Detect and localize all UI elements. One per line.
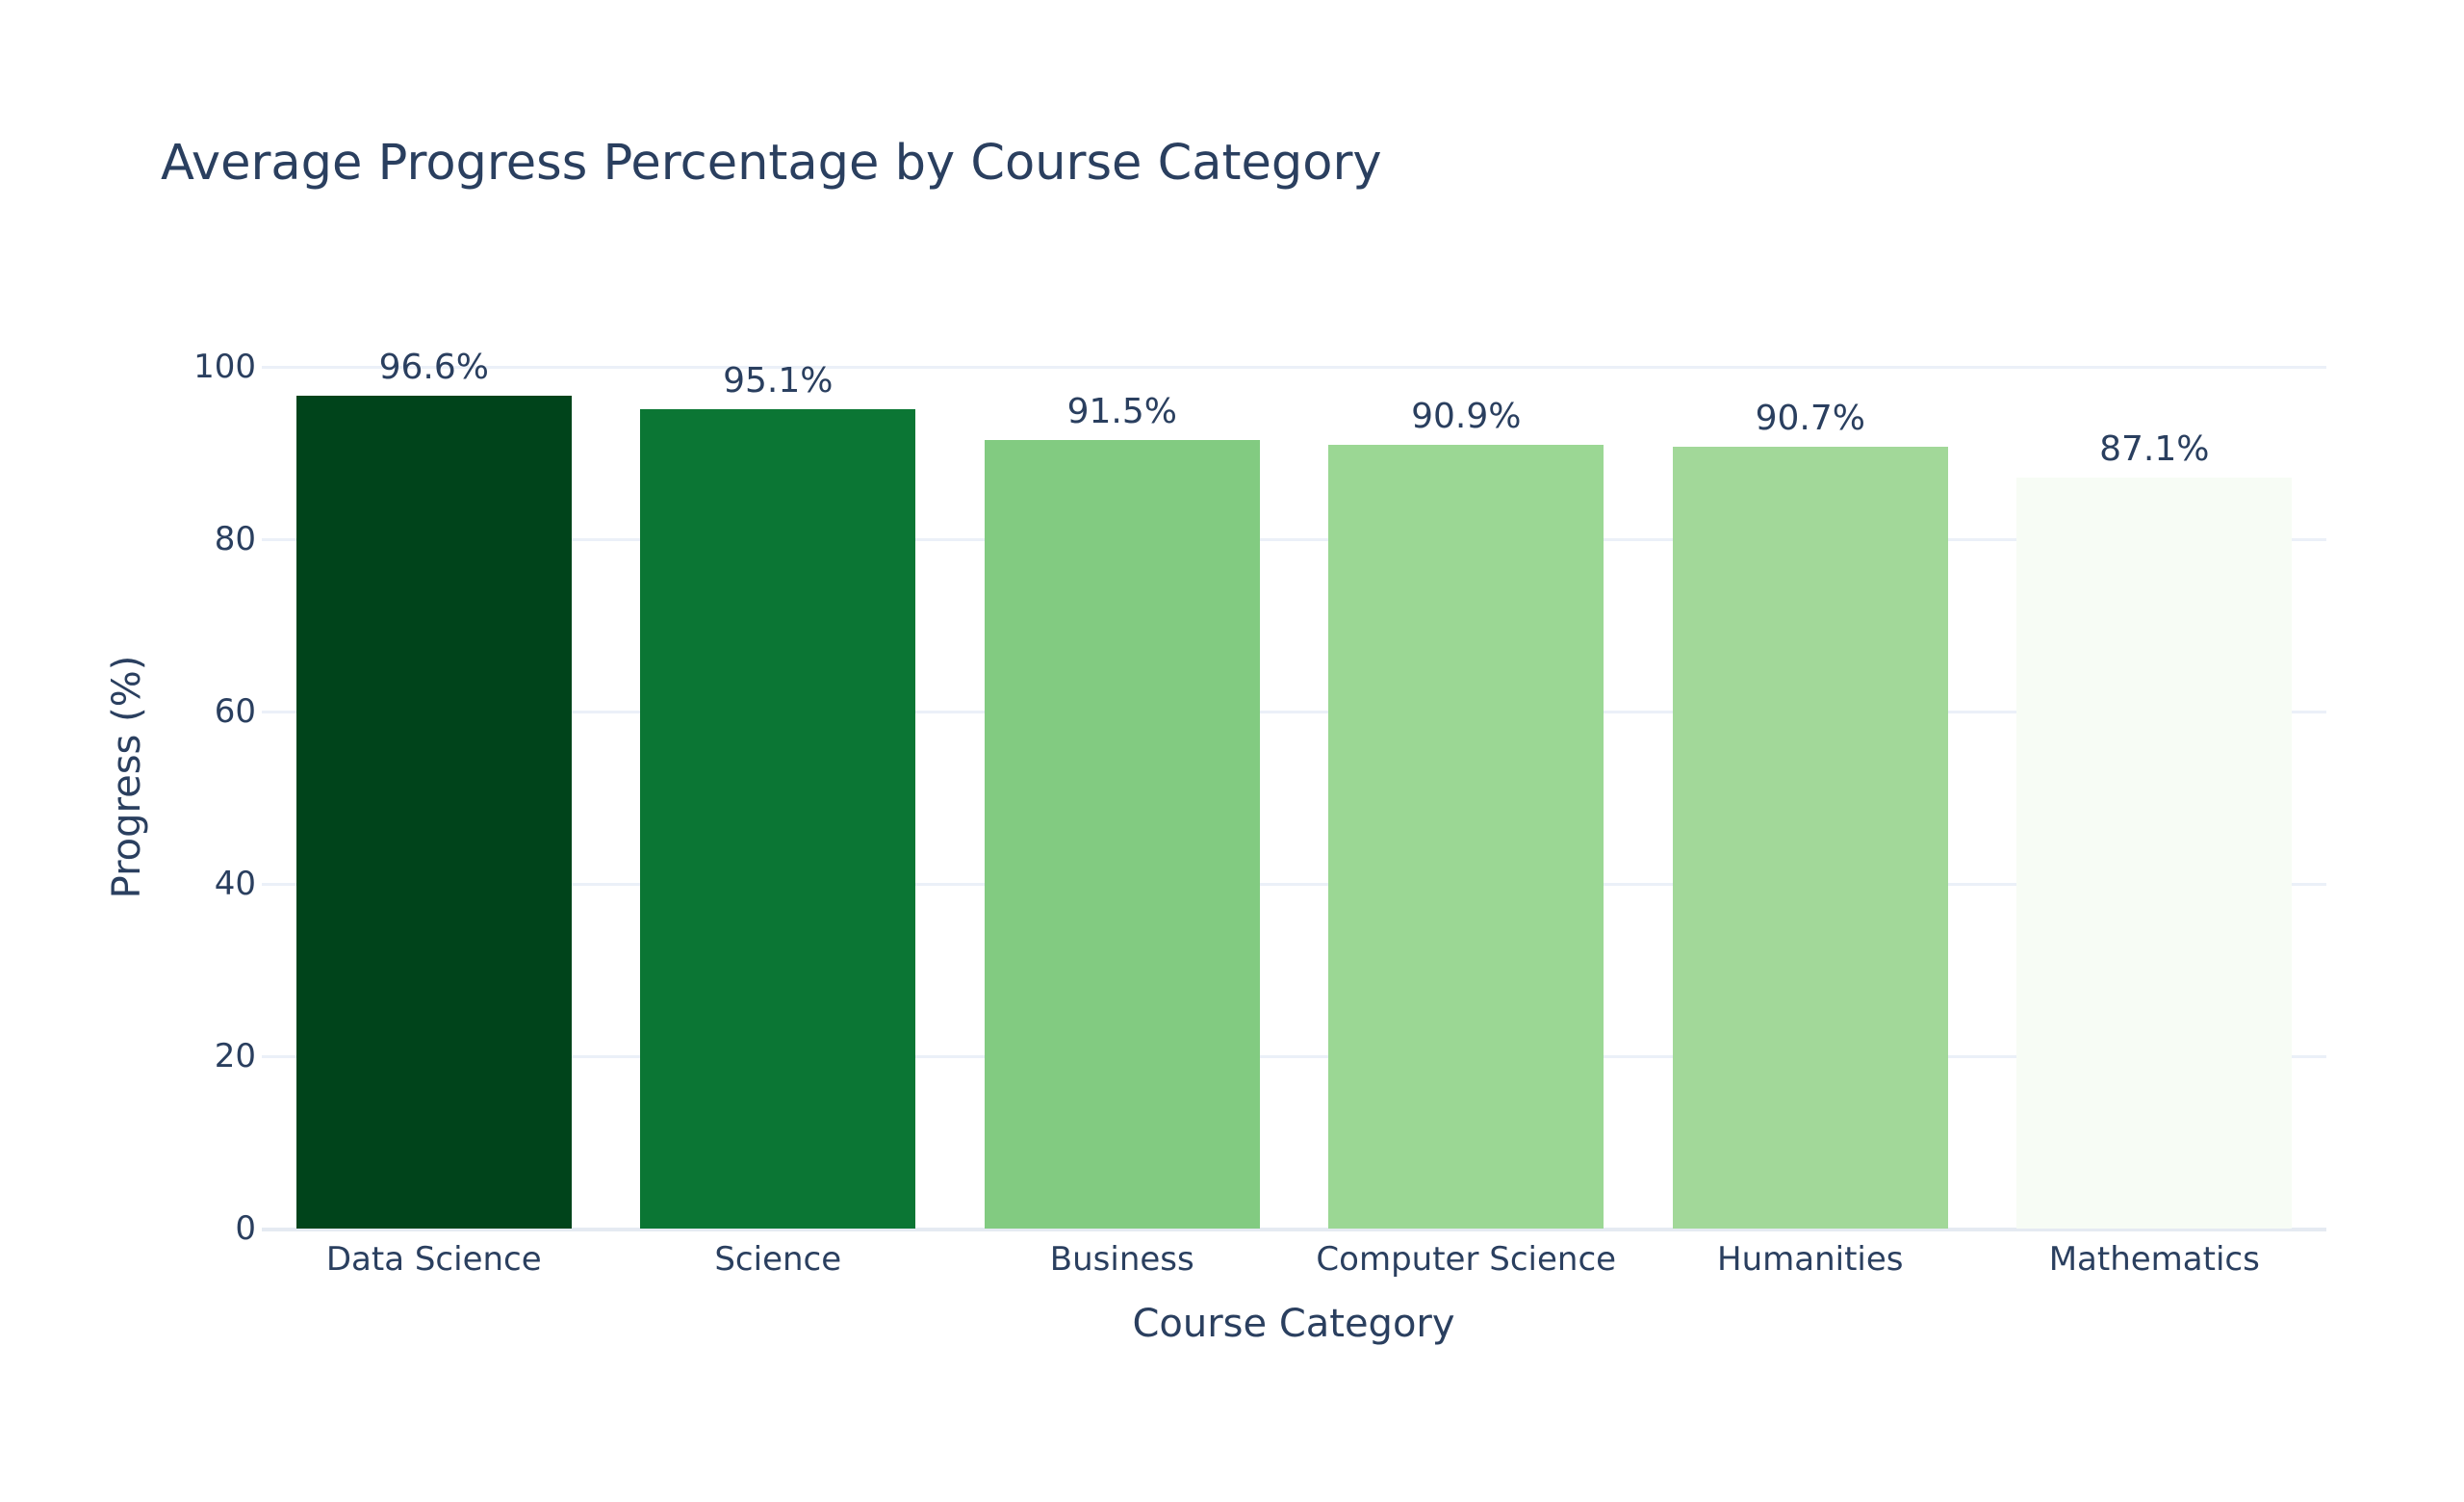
bar-computer-science[interactable] <box>1328 445 1604 1229</box>
bar-business[interactable] <box>984 440 1260 1229</box>
bar-value-label: 91.5% <box>1066 392 1177 432</box>
gridline <box>262 366 2326 369</box>
gridline <box>262 711 2326 713</box>
chart-title: Average Progress Percentage by Course Ca… <box>161 135 1382 192</box>
bar-mathematics[interactable] <box>2016 478 2293 1229</box>
bar-value-label: 90.9% <box>1411 397 1522 437</box>
y-tick-label: 100 <box>193 348 256 386</box>
gridline <box>262 538 2326 541</box>
bar-value-label: 87.1% <box>2099 429 2210 470</box>
gridline <box>262 883 2326 886</box>
y-tick-label: 40 <box>214 865 256 903</box>
y-tick-label: 20 <box>214 1037 256 1075</box>
bar-data-science[interactable] <box>295 396 572 1229</box>
plot-area <box>262 366 2326 1231</box>
x-tick-label: Business <box>1049 1240 1194 1279</box>
x-tick-label: Humanities <box>1717 1240 1904 1279</box>
x-tick-label: Science <box>714 1240 842 1279</box>
x-tick-label: Mathematics <box>2048 1240 2260 1279</box>
bar-value-label: 90.7% <box>1755 399 1865 439</box>
y-tick-label: 80 <box>214 520 256 558</box>
gridline <box>262 1228 2326 1231</box>
x-axis-title: Course Category <box>1132 1302 1455 1346</box>
y-tick-label: 60 <box>214 692 256 731</box>
y-axis-title: Progress (%) <box>105 655 149 899</box>
bar-humanities[interactable] <box>1672 447 1948 1229</box>
x-tick-label: Computer Science <box>1316 1240 1617 1279</box>
y-tick-label: 0 <box>235 1209 256 1248</box>
bar-science[interactable] <box>640 408 916 1229</box>
bar-value-label: 96.6% <box>378 348 489 388</box>
gridline <box>262 1055 2326 1058</box>
x-tick-label: Data Science <box>325 1240 542 1279</box>
bar-value-label: 95.1% <box>723 360 834 401</box>
